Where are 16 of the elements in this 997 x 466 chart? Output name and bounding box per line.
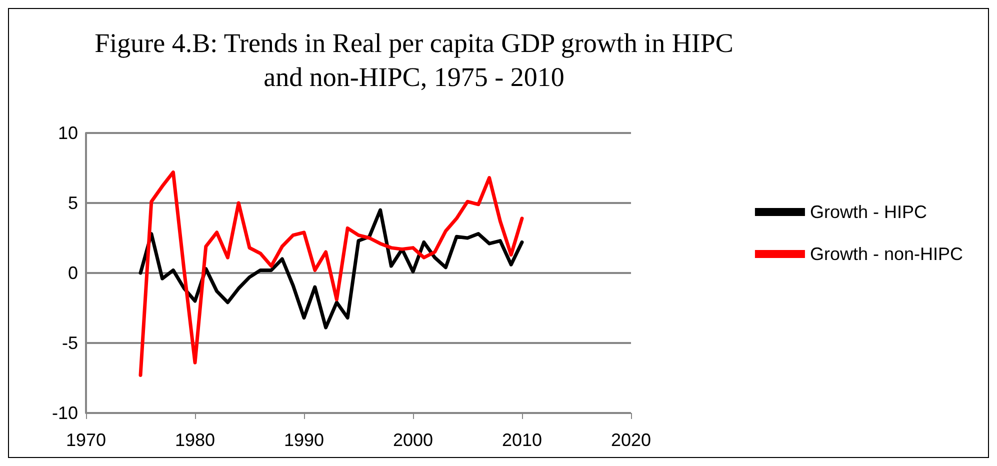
line-series <box>138 170 524 377</box>
x-tick-label: 1980 <box>174 430 216 450</box>
y-tick-label: -5 <box>62 333 78 353</box>
x-tick-label: 2020 <box>610 430 652 450</box>
chart-title: Figure 4.B: Trends in Real per capita GDP growth in HIPC and non-HIPC, 1975 - 2010 <box>94 28 734 92</box>
legend-label: Growth - HIPC <box>810 202 927 222</box>
y-tick-label: 5 <box>68 193 78 213</box>
x-tick-label: 2010 <box>502 430 542 450</box>
y-tick-label: -10 <box>52 403 78 423</box>
x-tick-label: 1990 <box>284 430 324 450</box>
legend-label: Growth - non-HIPC <box>810 244 964 264</box>
y-tick-label: 10 <box>58 123 78 143</box>
line-series <box>138 208 524 330</box>
x-tick-label: 2000 <box>392 430 434 450</box>
y-tick-label: 0 <box>68 263 78 283</box>
x-tick-label: 1970 <box>66 430 106 450</box>
